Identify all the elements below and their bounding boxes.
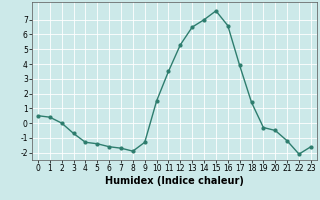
X-axis label: Humidex (Indice chaleur): Humidex (Indice chaleur) (105, 176, 244, 186)
